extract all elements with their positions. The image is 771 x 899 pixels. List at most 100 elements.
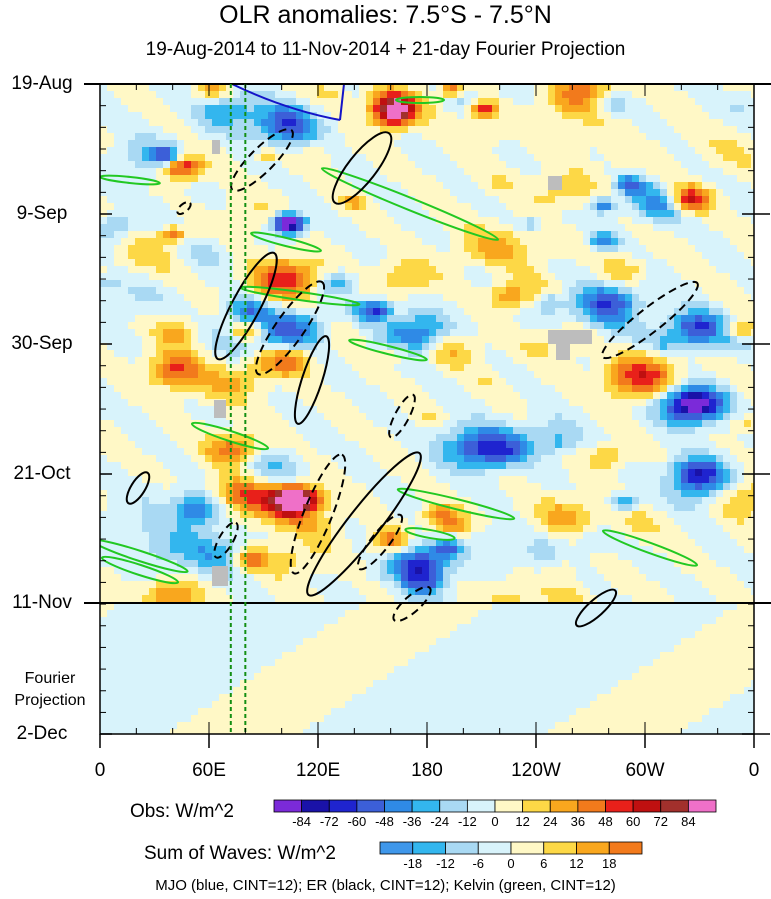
field-cell	[135, 357, 143, 365]
field-cell	[471, 161, 479, 169]
field-cell	[688, 336, 696, 344]
field-cell	[135, 343, 143, 351]
field-cell	[226, 175, 234, 183]
field-cell	[156, 413, 164, 421]
field-cell	[688, 371, 696, 379]
field-cell	[520, 420, 528, 428]
field-cell	[247, 448, 255, 456]
field-cell	[562, 154, 570, 162]
field-cell	[541, 168, 549, 176]
field-cell	[296, 119, 304, 127]
field-cell	[303, 287, 311, 295]
field-cell	[695, 217, 703, 225]
field-cell	[457, 280, 465, 288]
field-cell	[303, 420, 311, 428]
field-cell	[415, 175, 423, 183]
field-cell	[674, 224, 682, 232]
field-cell	[121, 448, 129, 456]
field-cell	[527, 406, 535, 414]
field-cell	[345, 399, 353, 407]
field-cell	[177, 350, 185, 358]
field-cell	[660, 315, 668, 323]
field-cell	[394, 448, 402, 456]
field-cell	[716, 259, 724, 267]
field-cell	[492, 182, 500, 190]
field-cell	[366, 301, 374, 309]
field-cell	[289, 343, 297, 351]
field-cell	[730, 329, 738, 337]
field-cell	[709, 189, 717, 197]
field-cell	[177, 392, 185, 400]
field-cell	[723, 441, 731, 449]
field-cell	[653, 343, 661, 351]
field-cell	[219, 266, 227, 274]
field-cell	[415, 189, 423, 197]
field-cell	[415, 399, 423, 407]
field-cell	[450, 203, 458, 211]
field-cell	[562, 399, 570, 407]
field-cell	[695, 427, 703, 435]
field-cell	[716, 147, 724, 155]
field-cell	[457, 210, 465, 218]
field-cell	[555, 413, 563, 421]
field-cell	[387, 189, 395, 197]
field-cell	[170, 406, 178, 414]
field-cell	[296, 336, 304, 344]
field-cell	[681, 98, 689, 106]
field-cell	[100, 98, 108, 106]
field-cell	[443, 343, 451, 351]
field-cell	[233, 273, 241, 281]
field-cell	[296, 112, 304, 120]
field-cell	[618, 252, 626, 260]
field-cell	[324, 175, 332, 183]
field-cell	[107, 413, 115, 421]
field-cell	[156, 161, 164, 169]
field-cell	[100, 315, 108, 323]
field-cell	[429, 224, 437, 232]
field-cell	[618, 294, 626, 302]
field-cell	[282, 252, 290, 260]
field-cell	[205, 301, 213, 309]
field-cell	[506, 441, 514, 449]
field-cell	[625, 189, 633, 197]
field-cell	[100, 336, 108, 344]
field-cell	[380, 105, 388, 113]
field-cell	[114, 266, 122, 274]
field-cell	[457, 161, 465, 169]
field-cell	[597, 322, 605, 330]
field-cell	[485, 322, 493, 330]
field-cell	[401, 210, 409, 218]
field-cell	[107, 259, 115, 267]
field-cell	[387, 385, 395, 393]
field-cell	[569, 413, 577, 421]
field-cell	[268, 413, 276, 421]
field-cell	[310, 105, 318, 113]
field-cell	[457, 378, 465, 386]
field-cell	[674, 126, 682, 134]
field-cell	[450, 315, 458, 323]
field-cell	[688, 245, 696, 253]
field-cell	[513, 406, 521, 414]
field-cell	[443, 329, 451, 337]
field-cell	[296, 371, 304, 379]
field-cell	[562, 273, 570, 281]
field-cell	[639, 413, 647, 421]
field-cell	[562, 126, 570, 134]
field-cell	[478, 448, 486, 456]
field-cell	[695, 441, 703, 449]
field-cell	[275, 182, 283, 190]
field-cell	[639, 252, 647, 260]
field-cell	[562, 112, 570, 120]
field-cell	[555, 91, 563, 99]
field-cell	[744, 448, 752, 456]
field-cell	[366, 448, 374, 456]
field-cell	[548, 231, 556, 239]
field-cell	[527, 119, 535, 127]
field-cell	[744, 357, 752, 365]
field-cell	[443, 252, 451, 260]
field-cell	[373, 273, 381, 281]
field-cell	[415, 308, 423, 316]
field-cell	[541, 301, 549, 309]
field-cell	[674, 357, 682, 365]
field-cell	[667, 189, 675, 197]
